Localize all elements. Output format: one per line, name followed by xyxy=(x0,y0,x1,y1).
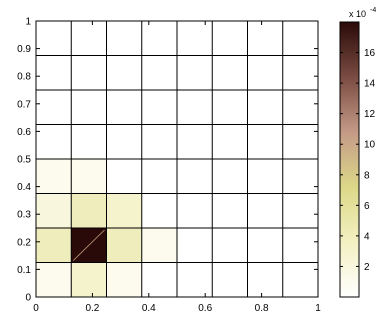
heatmap-cell xyxy=(282,124,318,159)
peak-cell-diagonal xyxy=(72,229,105,261)
y-tick-label: 0.4 xyxy=(17,182,31,193)
x-tick-label: 0.8 xyxy=(255,303,269,314)
heatmap-cell xyxy=(282,55,318,90)
heatmap-cell xyxy=(247,124,283,159)
heatmap-cell xyxy=(177,124,213,159)
heatmap-cell xyxy=(71,21,107,56)
heatmap-cell xyxy=(106,55,142,90)
colorbar-tick-label: 8 xyxy=(364,170,370,181)
y-tick-label: 1 xyxy=(25,17,31,28)
y-tick-label: 0.2 xyxy=(17,237,31,248)
heatmap-cell xyxy=(71,124,107,159)
heatmap-cell xyxy=(177,55,213,90)
heatmap-cell xyxy=(177,159,213,194)
heatmap-cell xyxy=(106,159,142,194)
heatmap-cell xyxy=(71,159,107,194)
heatmap-cell xyxy=(106,193,142,228)
heatmap-cell xyxy=(106,262,142,297)
colorbar-tick-label: 16 xyxy=(364,48,376,59)
colorbar-tick-label: 6 xyxy=(364,201,370,212)
y-tick-label: 0.6 xyxy=(17,127,31,138)
y-tick-label: 0.5 xyxy=(17,155,31,166)
heatmap-gridlines xyxy=(36,21,318,297)
heatmap-cell xyxy=(212,55,248,90)
heatmap-cell xyxy=(282,159,318,194)
heatmap-cell xyxy=(247,193,283,228)
heatmap-cells xyxy=(36,21,318,297)
heatmap-cell xyxy=(247,21,283,56)
colorbar: 2 4 6 8 10 12 14 16 x 10 -4 xyxy=(339,7,376,298)
heatmap-cell xyxy=(212,193,248,228)
colorbar-tick-label: 14 xyxy=(364,79,376,90)
colorbar-tick-label: 2 xyxy=(364,262,370,273)
axes: 0 0.2 0.4 0.6 0.8 1 0 0.1 0.2 0.3 0.4 0.5 0.6 0.7 0.8 0… xyxy=(17,17,321,315)
heatmap-cell xyxy=(282,90,318,125)
heatmap-cell xyxy=(71,262,107,297)
x-tick-label: 0.6 xyxy=(198,303,212,314)
heatmap-cell xyxy=(141,21,177,56)
heatmap-cell xyxy=(177,262,213,297)
heatmap-cell xyxy=(247,90,283,125)
heatmap-cell xyxy=(212,90,248,125)
heatmap-cell xyxy=(282,193,318,228)
colorbar-exponent-power: -4 xyxy=(370,7,376,14)
y-tick-label: 0 xyxy=(25,293,31,304)
heatmap-cell xyxy=(106,124,142,159)
colorbar-scale xyxy=(339,21,360,298)
y-tick-label: 0.8 xyxy=(17,72,31,83)
heatmap-cell xyxy=(212,21,248,56)
heatmap-cell xyxy=(36,159,72,194)
heatmap-cell xyxy=(36,262,72,297)
heatmap-cell xyxy=(141,193,177,228)
heatmap-cell xyxy=(141,262,177,297)
heatmap-cell xyxy=(141,55,177,90)
heatmap-cell xyxy=(177,21,213,56)
heatmap-cell xyxy=(36,90,72,125)
heatmap-cell xyxy=(212,262,248,297)
heatmap-cell xyxy=(282,262,318,297)
heatmap-cell xyxy=(247,159,283,194)
heatmap-cell xyxy=(212,228,248,263)
y-tick-label: 0.1 xyxy=(17,265,31,276)
x-tick-label: 0.2 xyxy=(85,303,99,314)
y-tick-label: 0.9 xyxy=(17,44,31,55)
heatmap-cell xyxy=(247,55,283,90)
heatmap-cell xyxy=(71,193,107,228)
heatmap-cell xyxy=(106,21,142,56)
heatmap-cell xyxy=(177,193,213,228)
heatmap-cell xyxy=(71,55,107,90)
heatmap-cell xyxy=(247,228,283,263)
heatmap-cell xyxy=(36,124,72,159)
heatmap-cell xyxy=(212,159,248,194)
colorbar-tick-label: 10 xyxy=(364,140,376,151)
heatmap-cell xyxy=(36,55,72,90)
heatmap-cell xyxy=(247,262,283,297)
heatmap-cell xyxy=(36,193,72,228)
x-tick-label: 1 xyxy=(315,303,321,314)
heatmap-cell xyxy=(177,228,213,263)
heatmap-cell xyxy=(141,90,177,125)
heatmap-cell xyxy=(106,90,142,125)
heatmap-cell xyxy=(141,124,177,159)
heatmap-cell xyxy=(141,228,177,263)
heatmap-cell xyxy=(282,21,318,56)
heatmap-cell xyxy=(282,228,318,263)
colorbar-tick-label: 4 xyxy=(364,231,370,242)
colorbar-exponent-label: x 10 xyxy=(349,9,366,19)
heatmap-cell xyxy=(106,228,142,263)
colorbar-tick-label: 12 xyxy=(364,109,376,120)
heatmap-cell xyxy=(177,90,213,125)
heatmap-cell xyxy=(212,124,248,159)
heatmap-cell xyxy=(36,228,72,263)
y-tick-label: 0.7 xyxy=(17,99,31,110)
heatmap-cell xyxy=(71,90,107,125)
x-tick-label: 0.4 xyxy=(142,303,156,314)
y-tick-label: 0.3 xyxy=(17,210,31,221)
heatmap-cell xyxy=(36,21,72,56)
x-tick-label: 0 xyxy=(33,303,39,314)
heatmap-cell xyxy=(141,159,177,194)
